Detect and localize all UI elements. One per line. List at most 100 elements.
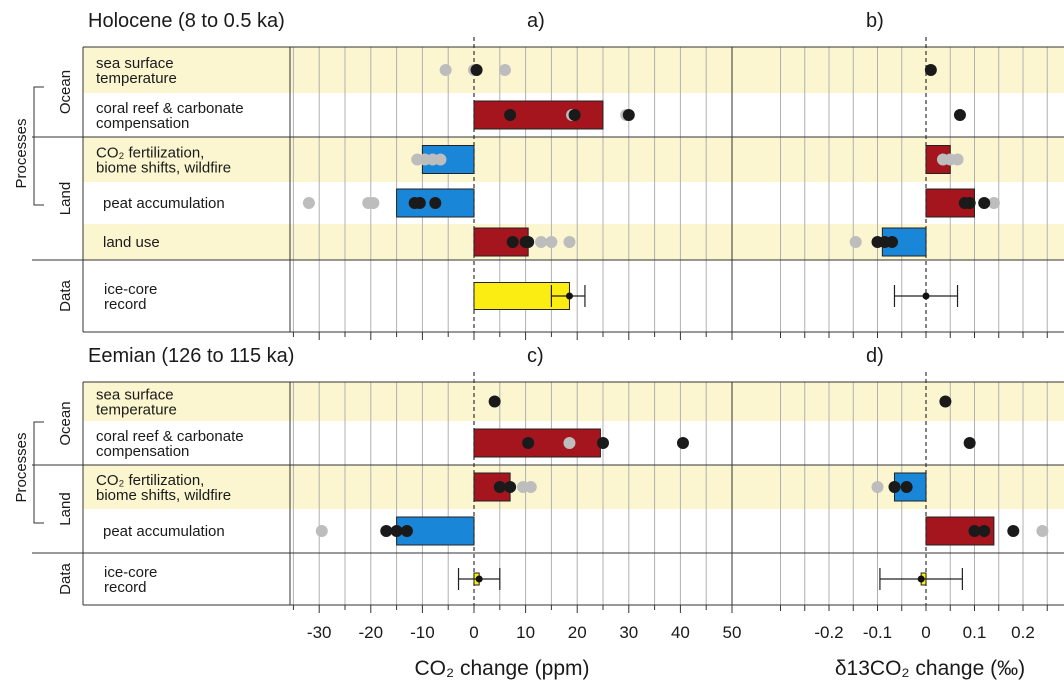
row-label: compensation xyxy=(96,115,189,132)
row-label: biome shifts, wildfire xyxy=(96,160,231,177)
model-point-grey xyxy=(849,236,862,248)
panel-label: a) xyxy=(527,10,545,32)
row-label: peat accumulation xyxy=(103,523,225,540)
model-point-black xyxy=(622,109,635,121)
group-label: Processes xyxy=(13,432,30,502)
model-point-black xyxy=(939,395,952,408)
model-point-black xyxy=(522,236,535,248)
model-point-grey xyxy=(545,236,558,248)
group-label: Data xyxy=(57,280,74,312)
row-label: temperature xyxy=(96,70,177,87)
x-tick-label: -0.2 xyxy=(814,623,843,642)
x-tick-label: -20 xyxy=(359,623,384,642)
row-label: CO₂ fertilization, xyxy=(96,472,204,489)
ice-core-point xyxy=(565,292,573,300)
group-label: Land xyxy=(57,492,74,525)
model-point-black xyxy=(1007,525,1020,537)
model-point-black xyxy=(390,525,403,537)
panel-label: b) xyxy=(866,10,884,32)
model-point-black xyxy=(888,481,901,493)
group-label: Ocean xyxy=(57,70,74,114)
x-axis-label: CO₂ change (ppm) xyxy=(414,657,589,680)
row-label: sea surface xyxy=(96,387,174,404)
model-point-grey xyxy=(498,64,511,76)
model-point-grey xyxy=(563,437,576,449)
row-band xyxy=(83,47,1064,93)
model-point-grey xyxy=(987,197,1000,209)
model-point-grey xyxy=(434,153,447,166)
row-band xyxy=(83,382,1064,421)
x-tick-label: 20 xyxy=(568,623,587,642)
panel-label: c) xyxy=(527,345,544,367)
model-point-grey xyxy=(535,236,548,248)
model-point-grey xyxy=(302,197,315,209)
model-point-black xyxy=(493,481,506,493)
model-point-black xyxy=(522,437,535,449)
group-label: Ocean xyxy=(57,401,74,445)
row-label: record xyxy=(104,579,147,596)
model-point-grey xyxy=(439,64,452,76)
model-point-black xyxy=(504,481,517,493)
model-point-black xyxy=(470,64,483,76)
group-label: Land xyxy=(57,182,74,215)
x-tick-label: -30 xyxy=(307,623,332,642)
row-label: sea surface xyxy=(96,55,174,72)
model-point-black xyxy=(978,525,991,537)
row-label: peat accumulation xyxy=(103,195,225,212)
row-label: coral reef & carbonate xyxy=(96,428,244,445)
model-point-black xyxy=(886,236,899,248)
model-point-grey xyxy=(362,197,375,209)
processes-bracket xyxy=(33,86,44,206)
ice-core-point xyxy=(922,292,930,300)
row-label: coral reef & carbonate xyxy=(96,100,244,117)
model-point-black xyxy=(924,64,937,76)
model-point-black xyxy=(968,525,981,537)
model-point-grey xyxy=(1036,525,1049,537)
model-point-black xyxy=(408,197,421,209)
x-axis-label: δ13CO₂ change (‰) xyxy=(835,657,1025,680)
model-point-black xyxy=(429,197,442,209)
x-tick-label: 0 xyxy=(921,623,930,642)
x-tick-label: 0.1 xyxy=(963,623,987,642)
row-label: ice-core xyxy=(104,281,157,298)
x-tick-label: 40 xyxy=(671,623,690,642)
row-label: biome shifts, wildfire xyxy=(96,487,231,504)
model-point-black xyxy=(380,525,393,537)
model-point-grey xyxy=(951,153,964,166)
ice-core-point xyxy=(917,575,925,583)
model-point-black xyxy=(953,109,966,121)
x-tick-label: 0 xyxy=(469,623,478,642)
model-point-black xyxy=(504,109,517,121)
x-tick-label: -0.1 xyxy=(863,623,892,642)
model-point-grey xyxy=(871,481,884,493)
model-point-black xyxy=(506,236,519,248)
x-tick-label: 30 xyxy=(619,623,638,642)
group-label: Processes xyxy=(13,118,30,188)
x-tick-label: 10 xyxy=(516,623,535,642)
model-point-grey xyxy=(563,236,576,248)
model-point-grey xyxy=(315,525,328,537)
model-point-black xyxy=(568,109,581,121)
model-point-black xyxy=(963,437,976,449)
row-label: compensation xyxy=(96,443,189,460)
model-point-black xyxy=(963,197,976,209)
row-label: temperature xyxy=(96,402,177,419)
panel-label: d) xyxy=(866,345,884,367)
row-label: CO₂ fertilization, xyxy=(96,145,204,162)
bar xyxy=(473,100,604,130)
row-label: land use xyxy=(103,234,160,251)
model-point-black xyxy=(488,395,501,408)
row-label: ice-core xyxy=(104,564,157,581)
model-point-black xyxy=(676,437,689,449)
model-point-black xyxy=(597,437,609,449)
group-label: Data xyxy=(57,563,74,595)
row-label: record xyxy=(104,296,147,313)
x-tick-label: 0.2 xyxy=(1011,623,1035,642)
model-point-black xyxy=(900,481,913,493)
bar xyxy=(473,428,601,458)
model-point-black xyxy=(978,197,991,209)
processes-bracket xyxy=(33,421,44,524)
ice-core-point xyxy=(475,575,483,583)
panel-title: Eemian (126 to 115 ka) xyxy=(88,345,294,367)
